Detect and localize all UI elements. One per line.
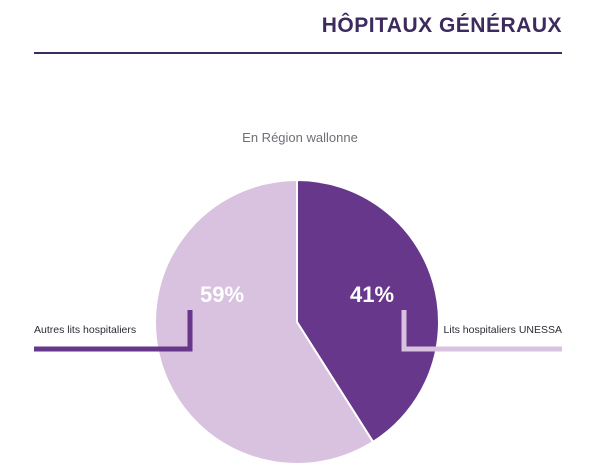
legend-label-autres: Autres lits hospitaliers (34, 324, 136, 336)
pie-slice-autres (154, 178, 375, 465)
callout-line-autres (34, 310, 193, 352)
callout-line-unessa (401, 310, 562, 352)
slice-value-label-unessa: 41% (350, 282, 394, 307)
header-divider (34, 52, 562, 54)
page-title: HÔPITAUX GÉNÉRAUX (321, 14, 562, 37)
slice-value-label-autres: 59% (200, 282, 244, 307)
legend-label-unessa: Lits hospitaliers UNESSA (444, 324, 562, 336)
chart-subtitle: En Région wallonne (242, 130, 358, 145)
